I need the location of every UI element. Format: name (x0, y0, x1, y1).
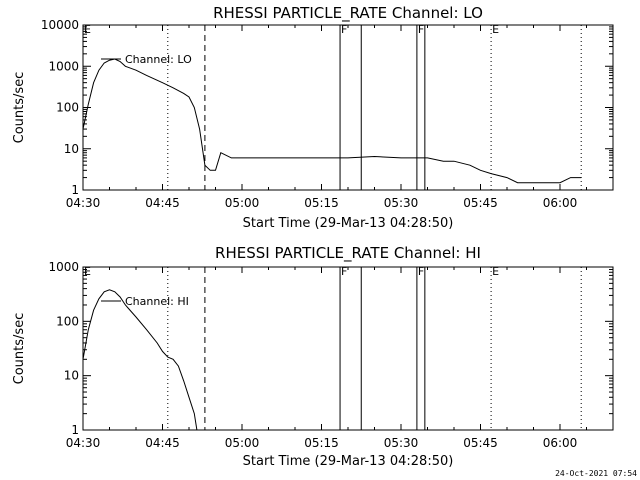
timestamp-label: 24-Oct-2021 07:54 (555, 469, 637, 478)
y-axis-label: Counts/sec (12, 72, 27, 144)
event-marker-label: E (492, 265, 499, 278)
x-axis-label: Start Time (29-Mar-13 04:28:50) (243, 216, 454, 231)
y-tick-label: 1 (71, 183, 79, 197)
x-tick-label: 05:30 (384, 436, 419, 450)
event-marker-label: E (492, 23, 499, 36)
y-tick-label: 100 (56, 314, 79, 328)
x-tick-label: 05:00 (225, 196, 260, 210)
y-tick-label: 10 (64, 369, 79, 383)
x-tick-label: 05:15 (304, 196, 339, 210)
event-marker-label: F (418, 265, 424, 278)
panel-2: RHESSI PARTICLE_RATE Channel: HI 04:30 04:… (12, 244, 614, 469)
event-marker-label: F (341, 265, 347, 278)
legend-label: Channel: LO (125, 53, 192, 66)
y-tick-label: 1000 (48, 59, 79, 73)
event-marker-label: E (84, 265, 91, 278)
y-tick-label: 10 (64, 142, 79, 156)
event-marker-label: F (341, 23, 347, 36)
y-tick-label: 1000 (48, 260, 79, 274)
x-tick-label: 06:00 (543, 436, 578, 450)
x-tick-label: 04:30 (66, 436, 101, 450)
y-tick-label: 10000 (41, 18, 79, 32)
y-tick-label: 100 (56, 101, 79, 115)
x-tick-label: 05:45 (463, 436, 498, 450)
series-line (82, 58, 582, 184)
plot-frame (82, 24, 614, 191)
x-tick-label: 04:45 (145, 436, 180, 450)
series-line (82, 289, 198, 431)
legend-label: Channel: HI (125, 295, 189, 308)
y-tick-label: 1 (71, 423, 79, 437)
x-tick-label: 04:45 (145, 196, 180, 210)
plot-frame (82, 266, 614, 431)
y-axis-label: Counts/sec (12, 313, 27, 385)
panel-1: RHESSI PARTICLE_RATE Channel: LO 04:30 04:… (12, 4, 614, 231)
event-marker-label: F (418, 23, 424, 36)
x-tick-label: 05:45 (463, 196, 498, 210)
x-tick-label: 05:00 (225, 436, 260, 450)
x-tick-label: 05:15 (304, 436, 339, 450)
chart-title: RHESSI PARTICLE_RATE Channel: HI (215, 244, 481, 263)
event-marker-label: E (84, 23, 91, 36)
x-tick-label: 06:00 (543, 196, 578, 210)
x-tick-label: 05:30 (384, 196, 419, 210)
x-axis-label: Start Time (29-Mar-13 04:28:50) (243, 454, 454, 469)
x-tick-label: 04:30 (66, 196, 101, 210)
chart-title: RHESSI PARTICLE_RATE Channel: LO (213, 4, 483, 23)
